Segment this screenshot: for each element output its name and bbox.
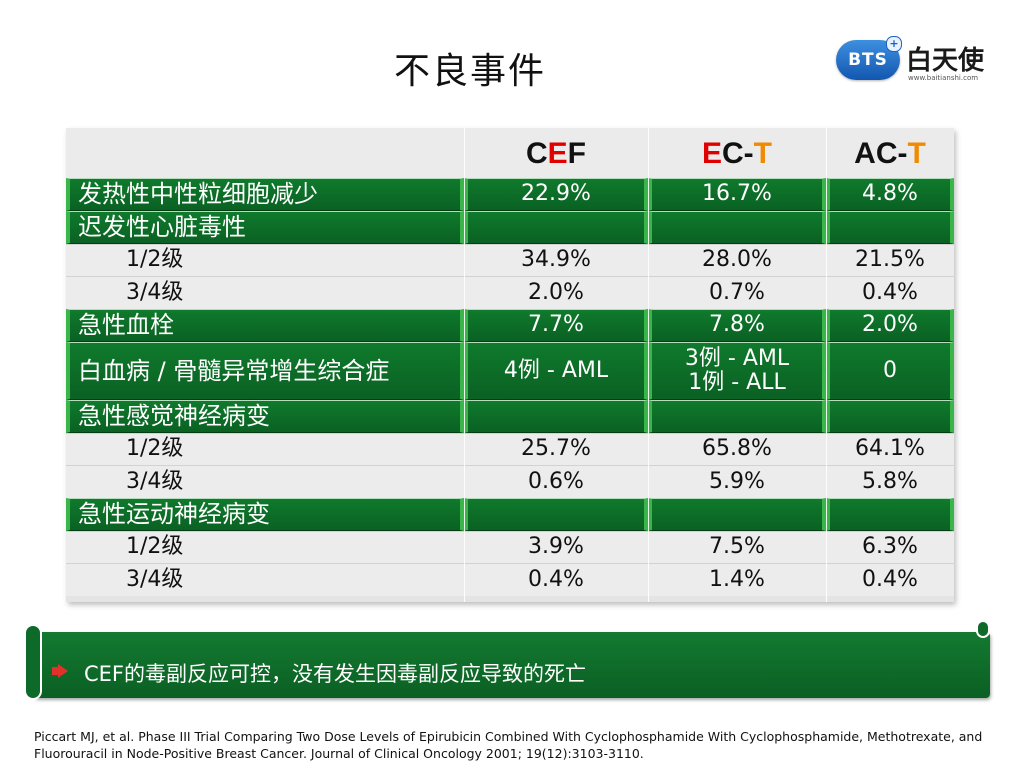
scroll-curl-right xyxy=(976,620,990,638)
row-value xyxy=(464,211,648,244)
plus-icon: + xyxy=(886,36,902,52)
table-row: 1/2级 25.7% 65.8% 64.1% xyxy=(66,433,954,465)
row-value xyxy=(648,498,826,531)
row-value: 4.8% xyxy=(826,178,954,211)
row-value: 22.9% xyxy=(464,178,648,211)
row-value: 0.4% xyxy=(464,563,648,596)
row-label: 发热性中性粒细胞减少 xyxy=(66,178,464,211)
header-text-part: AC- xyxy=(854,136,908,170)
row-value xyxy=(464,498,648,531)
row-value: 3例 - AML 1例 - ALL xyxy=(648,342,826,400)
column-divider xyxy=(826,128,827,602)
column-header-3: AC- T xyxy=(826,128,954,178)
row-value: 6.3% xyxy=(826,531,954,563)
column-divider xyxy=(648,128,649,602)
arrow-right-icon xyxy=(58,664,68,678)
adverse-events-table: C E F E C- T AC- T 发热性中性粒细胞减少 22.9% 16.7% 4.8% 迟发性心脏… xyxy=(66,128,954,602)
row-label: 1/2级 xyxy=(66,244,464,276)
row-label: 急性血栓 xyxy=(66,309,464,342)
row-value: 28.0% xyxy=(648,244,826,276)
header-blank-cell xyxy=(66,128,464,178)
table-row: 1/2级 34.9% 28.0% 21.5% xyxy=(66,244,954,276)
row-value: 16.7% xyxy=(648,178,826,211)
row-label: 急性感觉神经病变 xyxy=(66,400,464,433)
row-label: 1/2级 xyxy=(66,531,464,563)
row-value: 7.8% xyxy=(648,309,826,342)
logo-url: www.baitianshi.com xyxy=(908,74,979,82)
column-divider xyxy=(464,128,465,602)
row-value: 25.7% xyxy=(464,433,648,465)
column-header-2: E C- T xyxy=(648,128,826,178)
row-label: 急性运动神经病变 xyxy=(66,498,464,531)
header-text-part: E xyxy=(702,136,723,170)
row-value: 0 xyxy=(826,342,954,400)
row-value: 1.4% xyxy=(648,563,826,596)
row-value: 64.1% xyxy=(826,433,954,465)
row-value: 0.4% xyxy=(826,276,954,309)
row-label: 1/2级 xyxy=(66,433,464,465)
row-value: 5.9% xyxy=(648,465,826,498)
header-text-part: C- xyxy=(722,136,754,170)
row-value: 34.9% xyxy=(464,244,648,276)
row-value: 4例 - AML xyxy=(464,342,648,400)
header-text-part: F xyxy=(567,136,586,170)
row-value xyxy=(826,400,954,433)
scroll-curl-left xyxy=(24,624,42,700)
row-value xyxy=(826,211,954,244)
row-value: 0.6% xyxy=(464,465,648,498)
header-text-part: T xyxy=(907,136,926,170)
table-row: 3/4级 0.6% 5.9% 5.8% xyxy=(66,465,954,498)
header-text-part: C xyxy=(525,136,548,170)
row-label: 3/4级 xyxy=(66,465,464,498)
table-category-row: 急性运动神经病变 xyxy=(66,498,954,531)
table-header-row: C E F E C- T AC- T xyxy=(66,128,954,178)
row-value: 7.5% xyxy=(648,531,826,563)
row-label: 白血病 / 骨髓异常增生综合症 xyxy=(66,342,464,400)
row-value xyxy=(648,211,826,244)
table-category-row: 迟发性心脏毒性 xyxy=(66,211,954,244)
row-value xyxy=(464,400,648,433)
logo-name: 白天使 xyxy=(906,46,985,76)
bts-logo: BTS + 白天使 www.baitianshi.com xyxy=(836,36,996,88)
header-text-part: T xyxy=(753,136,772,170)
row-value: 21.5% xyxy=(826,244,954,276)
banner-text: CEF的毒副反应可控，没有发生因毒副反应导致的死亡 xyxy=(84,662,587,686)
table-category-row: 急性感觉神经病变 xyxy=(66,400,954,433)
table-category-row: 急性血栓 7.7% 7.8% 2.0% xyxy=(66,309,954,342)
row-value: 0.4% xyxy=(826,563,954,596)
arrow-tail xyxy=(52,667,60,675)
row-value: 65.8% xyxy=(648,433,826,465)
table-row: 3/4级 2.0% 0.7% 0.4% xyxy=(66,276,954,309)
table-category-row: 白血病 / 骨髓异常增生综合症 4例 - AML 3例 - AML 1例 - ALL… xyxy=(66,342,954,400)
citation: Piccart MJ, et al. Phase III Trial Compa… xyxy=(34,729,983,761)
row-value: 3.9% xyxy=(464,531,648,563)
row-value: 5.8% xyxy=(826,465,954,498)
table-category-row: 发热性中性粒细胞减少 22.9% 16.7% 4.8% xyxy=(66,178,954,211)
row-value: 2.0% xyxy=(464,276,648,309)
row-value xyxy=(648,400,826,433)
row-value xyxy=(826,498,954,531)
row-label: 3/4级 xyxy=(66,563,464,596)
row-value: 7.7% xyxy=(464,309,648,342)
page-title: 不良事件 xyxy=(393,51,546,92)
banner-body: CEF的毒副反应可控，没有发生因毒副反应导致的死亡 xyxy=(34,632,990,698)
row-value: 2.0% xyxy=(826,309,954,342)
row-value: 0.7% xyxy=(648,276,826,309)
conclusion-banner: CEF的毒副反应可控，没有发生因毒副反应导致的死亡 xyxy=(24,620,992,700)
table-row: 1/2级 3.9% 7.5% 6.3% xyxy=(66,531,954,563)
row-label: 3/4级 xyxy=(66,276,464,309)
row-label: 迟发性心脏毒性 xyxy=(66,211,464,244)
table-row: 3/4级 0.4% 1.4% 0.4% xyxy=(66,563,954,596)
header-text-part: E xyxy=(547,136,568,170)
